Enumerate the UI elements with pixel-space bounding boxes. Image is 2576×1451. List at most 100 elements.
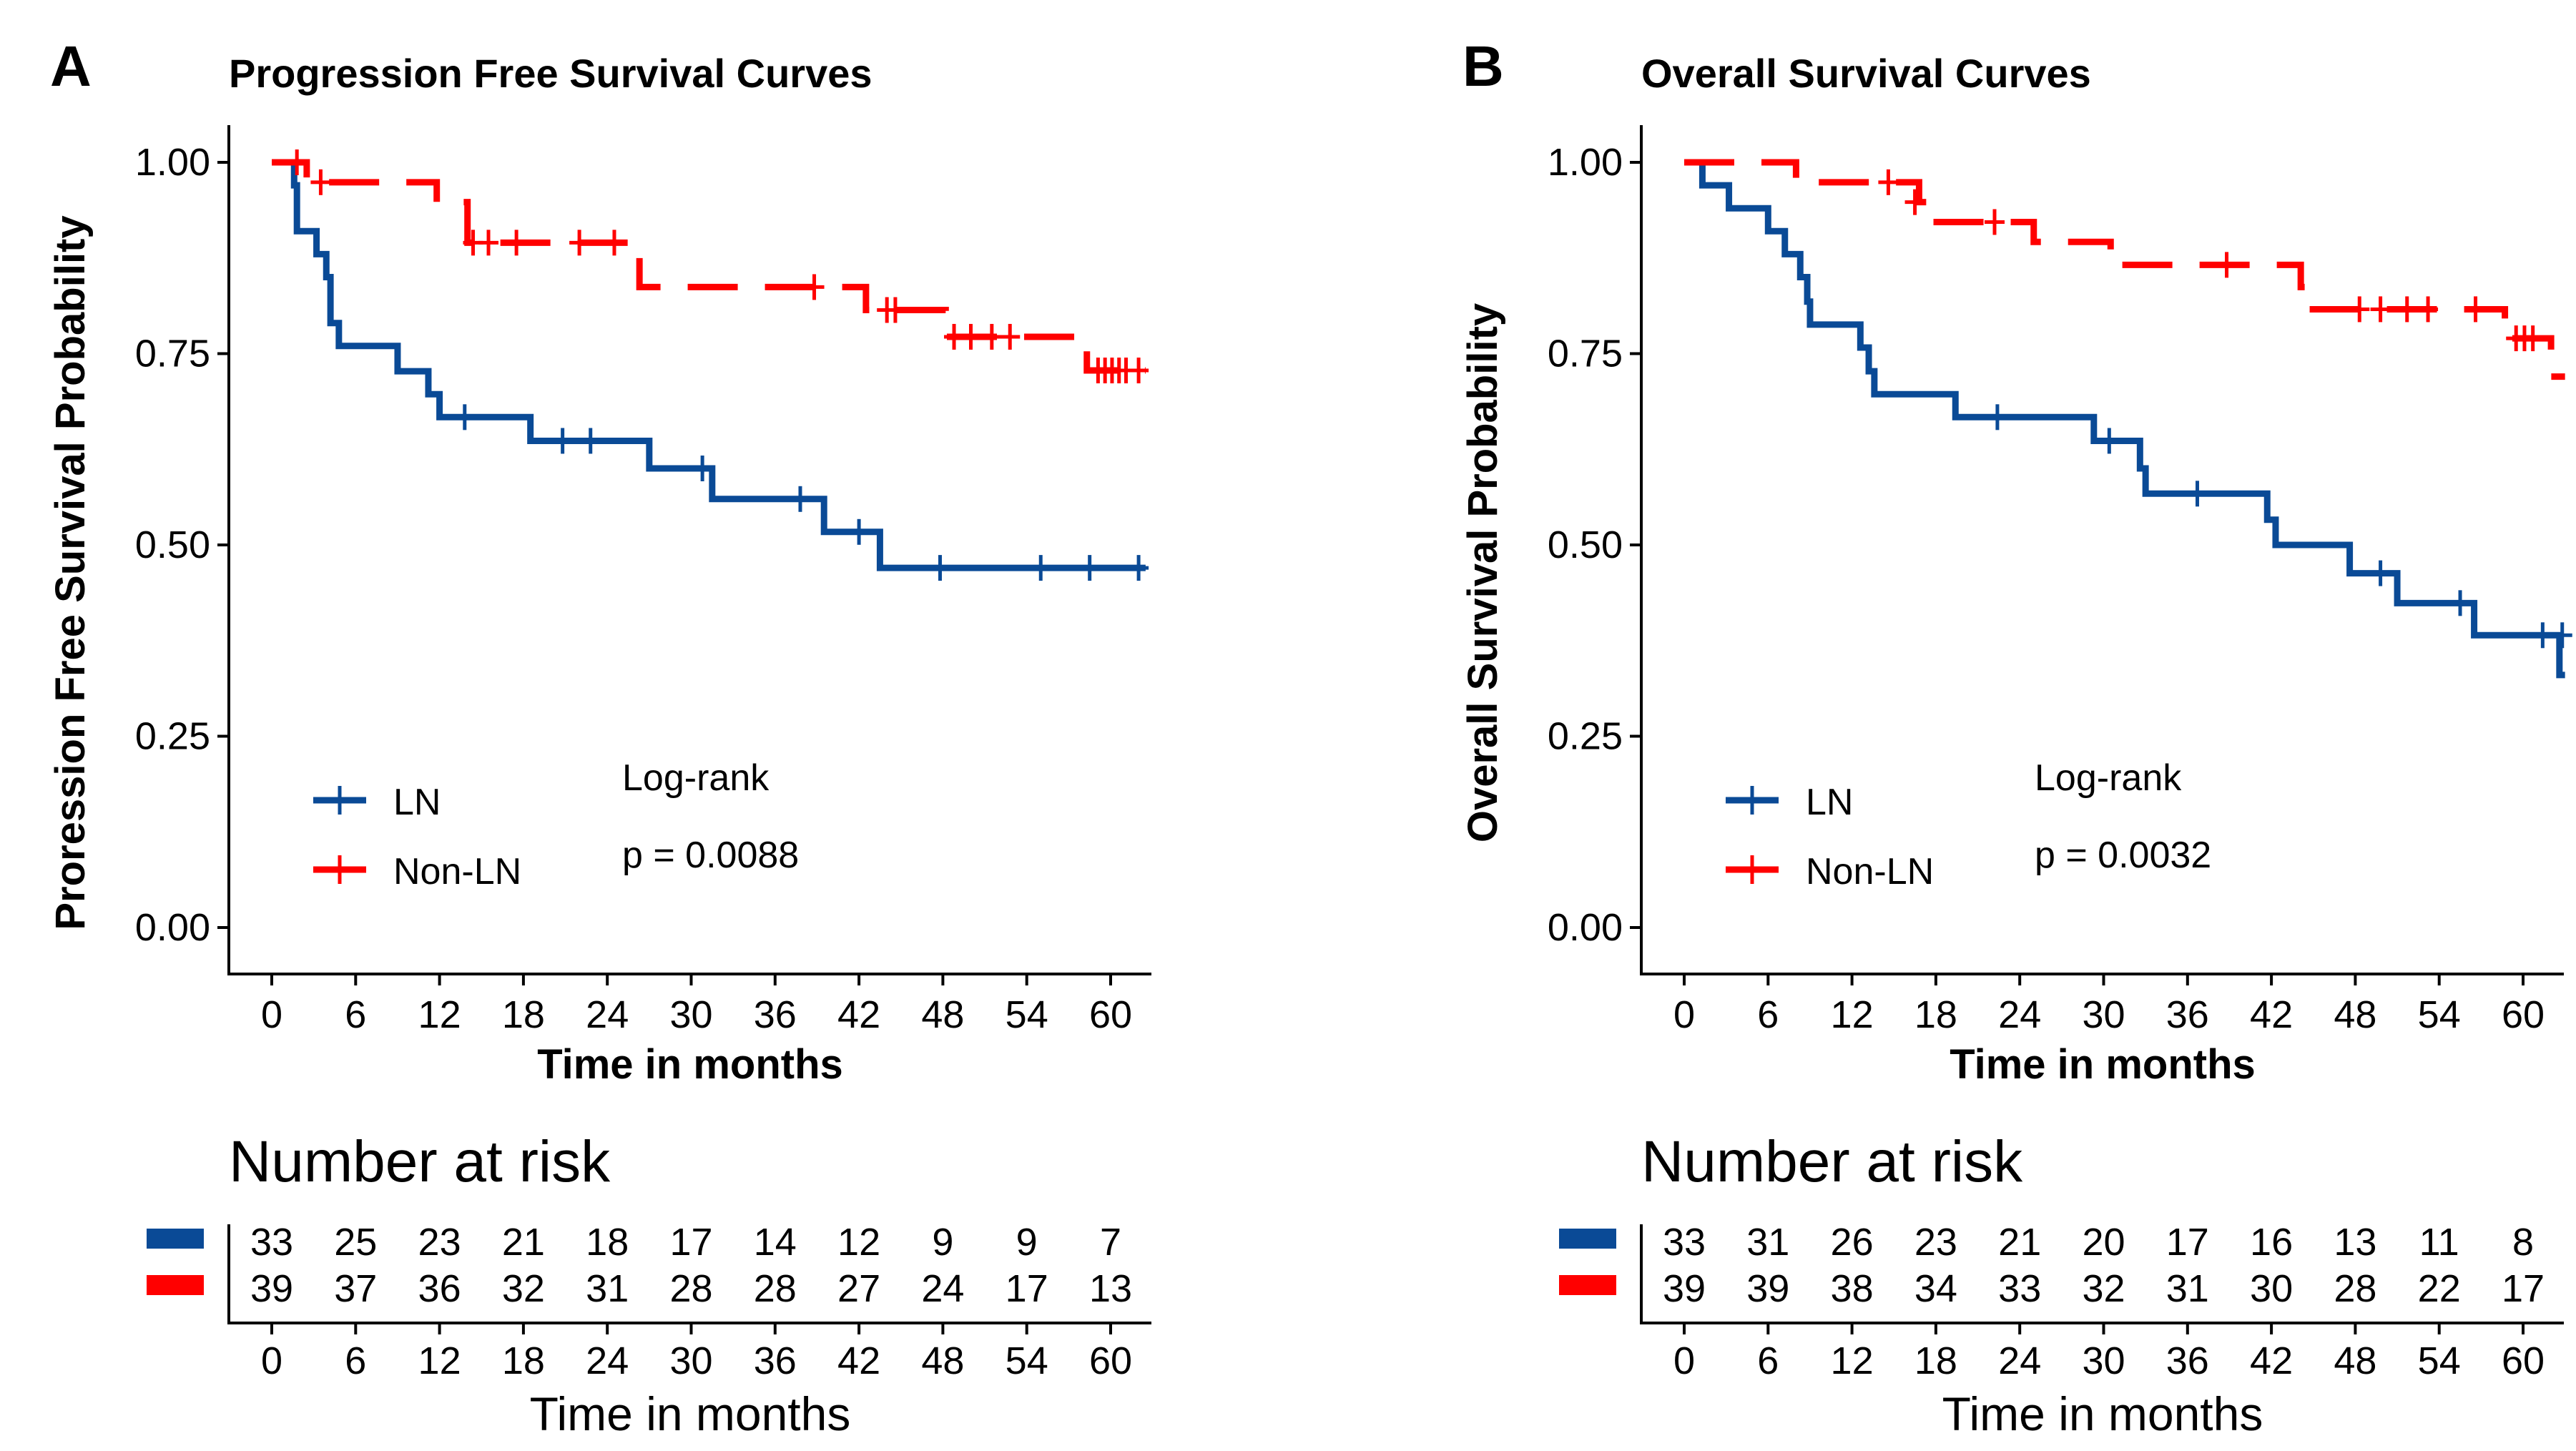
- risk-table-title: Number at risk: [229, 1129, 611, 1194]
- risk-row-swatch-ln: [1559, 1229, 1616, 1249]
- y-tick-label: 0.75: [1548, 333, 1623, 375]
- x-tick-label: 0: [1673, 993, 1695, 1036]
- logrank-label: Log-rank: [2035, 757, 2182, 799]
- panel-a: A Progression Free Survival Curves 0.00 0.2…: [47, 34, 1151, 1440]
- chart-title: Overall Survival Curves: [1641, 51, 2091, 96]
- risk-value: 23: [1914, 1221, 1957, 1264]
- risk-value: 17: [2166, 1221, 2209, 1264]
- x-tick-label: 30: [669, 993, 712, 1036]
- risk-value: 28: [2334, 1267, 2376, 1310]
- risk-x-tick-label: 6: [345, 1339, 366, 1382]
- risk-value: 17: [2502, 1267, 2545, 1310]
- legend-item-ln: LN: [313, 782, 441, 823]
- risk-x-tick-label: 24: [586, 1339, 629, 1382]
- risk-x-tick-label: 48: [2334, 1339, 2376, 1382]
- risk-value: 18: [586, 1221, 629, 1264]
- risk-value: 12: [837, 1221, 880, 1264]
- y-tick-label: 0.75: [135, 333, 210, 375]
- risk-value: 17: [1006, 1267, 1048, 1310]
- risk-value: 16: [2250, 1221, 2293, 1264]
- panel-b: B Overall Survival Curves 0.00 0.25 0.50 0.75…: [1460, 34, 2572, 1440]
- risk-value: 32: [2082, 1267, 2125, 1310]
- x-tick-label: 0: [261, 993, 282, 1036]
- x-tick-label: 6: [1757, 993, 1779, 1036]
- y-tick-label: 0.50: [135, 523, 210, 566]
- risk-x-tick-label: 24: [1998, 1339, 2041, 1382]
- risk-table-title: Number at risk: [1641, 1129, 2023, 1194]
- risk-value: 39: [1663, 1267, 1706, 1310]
- curves: [272, 149, 1149, 581]
- risk-x-tick-label: 54: [1006, 1339, 1048, 1382]
- risk-value: 31: [1746, 1221, 1789, 1264]
- risk-value: 23: [418, 1221, 461, 1264]
- x-tick-label: 42: [837, 993, 880, 1036]
- legend-label: LN: [1806, 782, 1853, 823]
- risk-value: 26: [1831, 1221, 1874, 1264]
- panel-label: A: [50, 34, 92, 98]
- x-tick-label: 42: [2250, 993, 2293, 1036]
- risk-value: 14: [754, 1221, 797, 1264]
- x-tick-label: 6: [345, 993, 366, 1036]
- curves: [1684, 159, 2572, 679]
- risk-x-tick-label: 6: [1757, 1339, 1779, 1382]
- risk-row-swatch-non-ln: [1559, 1275, 1616, 1295]
- legend-item-non-ln: Non-LN: [313, 851, 521, 892]
- y-tick-label: 0.25: [1548, 715, 1623, 758]
- risk-value: 36: [418, 1267, 461, 1310]
- x-tick-label: 24: [1998, 993, 2041, 1036]
- legend-label: Non-LN: [1806, 851, 1934, 892]
- y-tick-label: 0.25: [135, 715, 210, 758]
- risk-value: 31: [2166, 1267, 2209, 1310]
- x-tick-label: 24: [586, 993, 629, 1036]
- risk-value: 38: [1831, 1267, 1874, 1310]
- km-curve-ln: [272, 159, 1146, 571]
- y-axis-title: Proression Free Survival Probability: [47, 215, 94, 930]
- risk-value: 27: [837, 1267, 880, 1310]
- risk-value: 13: [1089, 1267, 1132, 1310]
- risk-value: 7: [1100, 1221, 1121, 1264]
- x-tick-label: 12: [418, 993, 461, 1036]
- y-tick-label: 1.00: [1548, 141, 1623, 184]
- logrank-pvalue: p = 0.0088: [622, 835, 799, 876]
- panel-label: B: [1462, 34, 1504, 98]
- risk-value: 25: [334, 1221, 377, 1264]
- x-tick-label: 54: [2418, 993, 2461, 1036]
- risk-x-tick-label: 48: [921, 1339, 964, 1382]
- y-axis-title: Overall Survival Probability: [1460, 303, 1506, 842]
- risk-value: 20: [2082, 1221, 2125, 1264]
- x-tick-label: 60: [1089, 993, 1132, 1036]
- km-curve-non-ln: [272, 159, 1146, 374]
- risk-row-swatch-non-ln: [147, 1275, 204, 1295]
- x-tick-label: 12: [1831, 993, 1874, 1036]
- x-tick-label: 30: [2082, 993, 2125, 1036]
- risk-value: 31: [586, 1267, 629, 1310]
- risk-table-x-title: Time in months: [530, 1387, 851, 1440]
- risk-value: 39: [1746, 1267, 1789, 1310]
- risk-value: 28: [669, 1267, 712, 1310]
- risk-x-tick-label: 60: [2502, 1339, 2545, 1382]
- risk-value: 9: [1016, 1221, 1038, 1264]
- x-tick-label: 36: [2166, 993, 2209, 1036]
- risk-x-tick-label: 0: [261, 1339, 282, 1382]
- x-tick-label: 18: [502, 993, 545, 1036]
- x-tick-label: 48: [2334, 993, 2376, 1036]
- risk-value: 30: [2250, 1267, 2293, 1310]
- chart-title: Progression Free Survival Curves: [229, 51, 872, 96]
- risk-x-tick-label: 36: [2166, 1339, 2209, 1382]
- risk-x-tick-label: 30: [669, 1339, 712, 1382]
- risk-value: 9: [932, 1221, 953, 1264]
- risk-x-tick-label: 0: [1673, 1339, 1695, 1382]
- risk-value: 34: [1914, 1267, 1957, 1310]
- risk-value: 21: [1998, 1221, 2041, 1264]
- risk-value: 33: [1998, 1267, 2041, 1310]
- risk-value: 8: [2512, 1221, 2534, 1264]
- risk-row-swatch-ln: [147, 1229, 204, 1249]
- risk-value: 11: [2419, 1221, 2459, 1264]
- risk-value: 28: [754, 1267, 797, 1310]
- km-curve-ln: [1684, 159, 2565, 679]
- x-axis-title: Time in months: [1950, 1041, 2256, 1088]
- risk-x-tick-label: 12: [1831, 1339, 1874, 1382]
- y-tick-label: 0.50: [1548, 523, 1623, 566]
- logrank-label: Log-rank: [622, 757, 770, 799]
